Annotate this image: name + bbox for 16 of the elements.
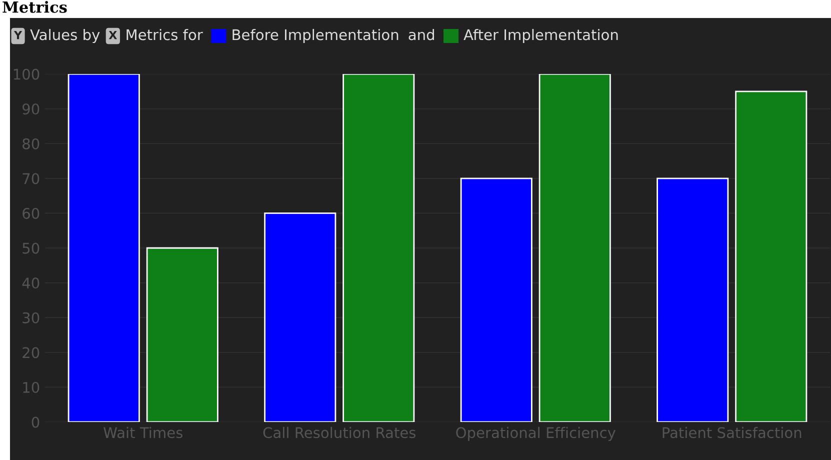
bar (146, 247, 218, 422)
bar (68, 74, 140, 422)
text: Y (14, 30, 22, 40)
bar (460, 178, 532, 422)
bar (264, 212, 336, 422)
bar (342, 74, 415, 422)
text: and (408, 28, 434, 40)
text: Metrics for (126, 28, 203, 40)
chart-title: Metrics (2, 1, 67, 13)
text: Values by (30, 28, 100, 44)
text: X (108, 30, 117, 40)
bar (538, 74, 611, 422)
legend-label: After Implementation (464, 28, 618, 44)
bar (656, 178, 729, 422)
legend-label: Before Implementation (232, 28, 398, 44)
bar (735, 90, 808, 422)
